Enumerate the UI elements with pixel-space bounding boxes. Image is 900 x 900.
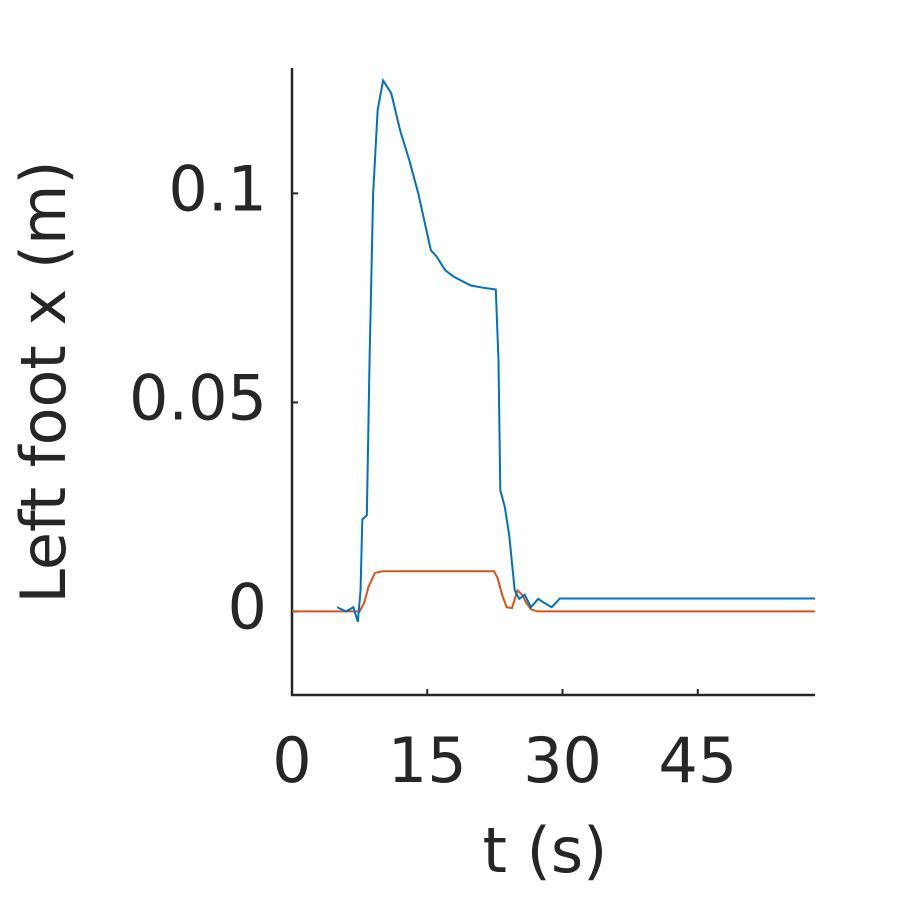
y-axis-label: Left foot x (m)	[7, 160, 80, 603]
x-tick-label: 45	[658, 724, 737, 797]
data-line	[336, 77, 815, 623]
x-tick-label: 15	[388, 724, 467, 797]
x-axis-label: t (s)	[483, 814, 608, 887]
x-tick-label: 0	[272, 724, 311, 797]
y-tick-label: 0.05	[129, 361, 267, 434]
y-tick-label: 0.1	[168, 152, 267, 225]
axes	[290, 68, 815, 697]
y-tick-label: 0	[228, 570, 267, 643]
x-tick-label: 30	[523, 724, 602, 797]
data-line	[292, 570, 815, 613]
